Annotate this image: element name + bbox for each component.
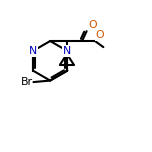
Text: O: O bbox=[96, 30, 104, 40]
Text: N: N bbox=[63, 46, 71, 56]
Text: Br: Br bbox=[21, 77, 33, 87]
Text: O: O bbox=[88, 20, 97, 30]
Text: N: N bbox=[29, 46, 37, 56]
